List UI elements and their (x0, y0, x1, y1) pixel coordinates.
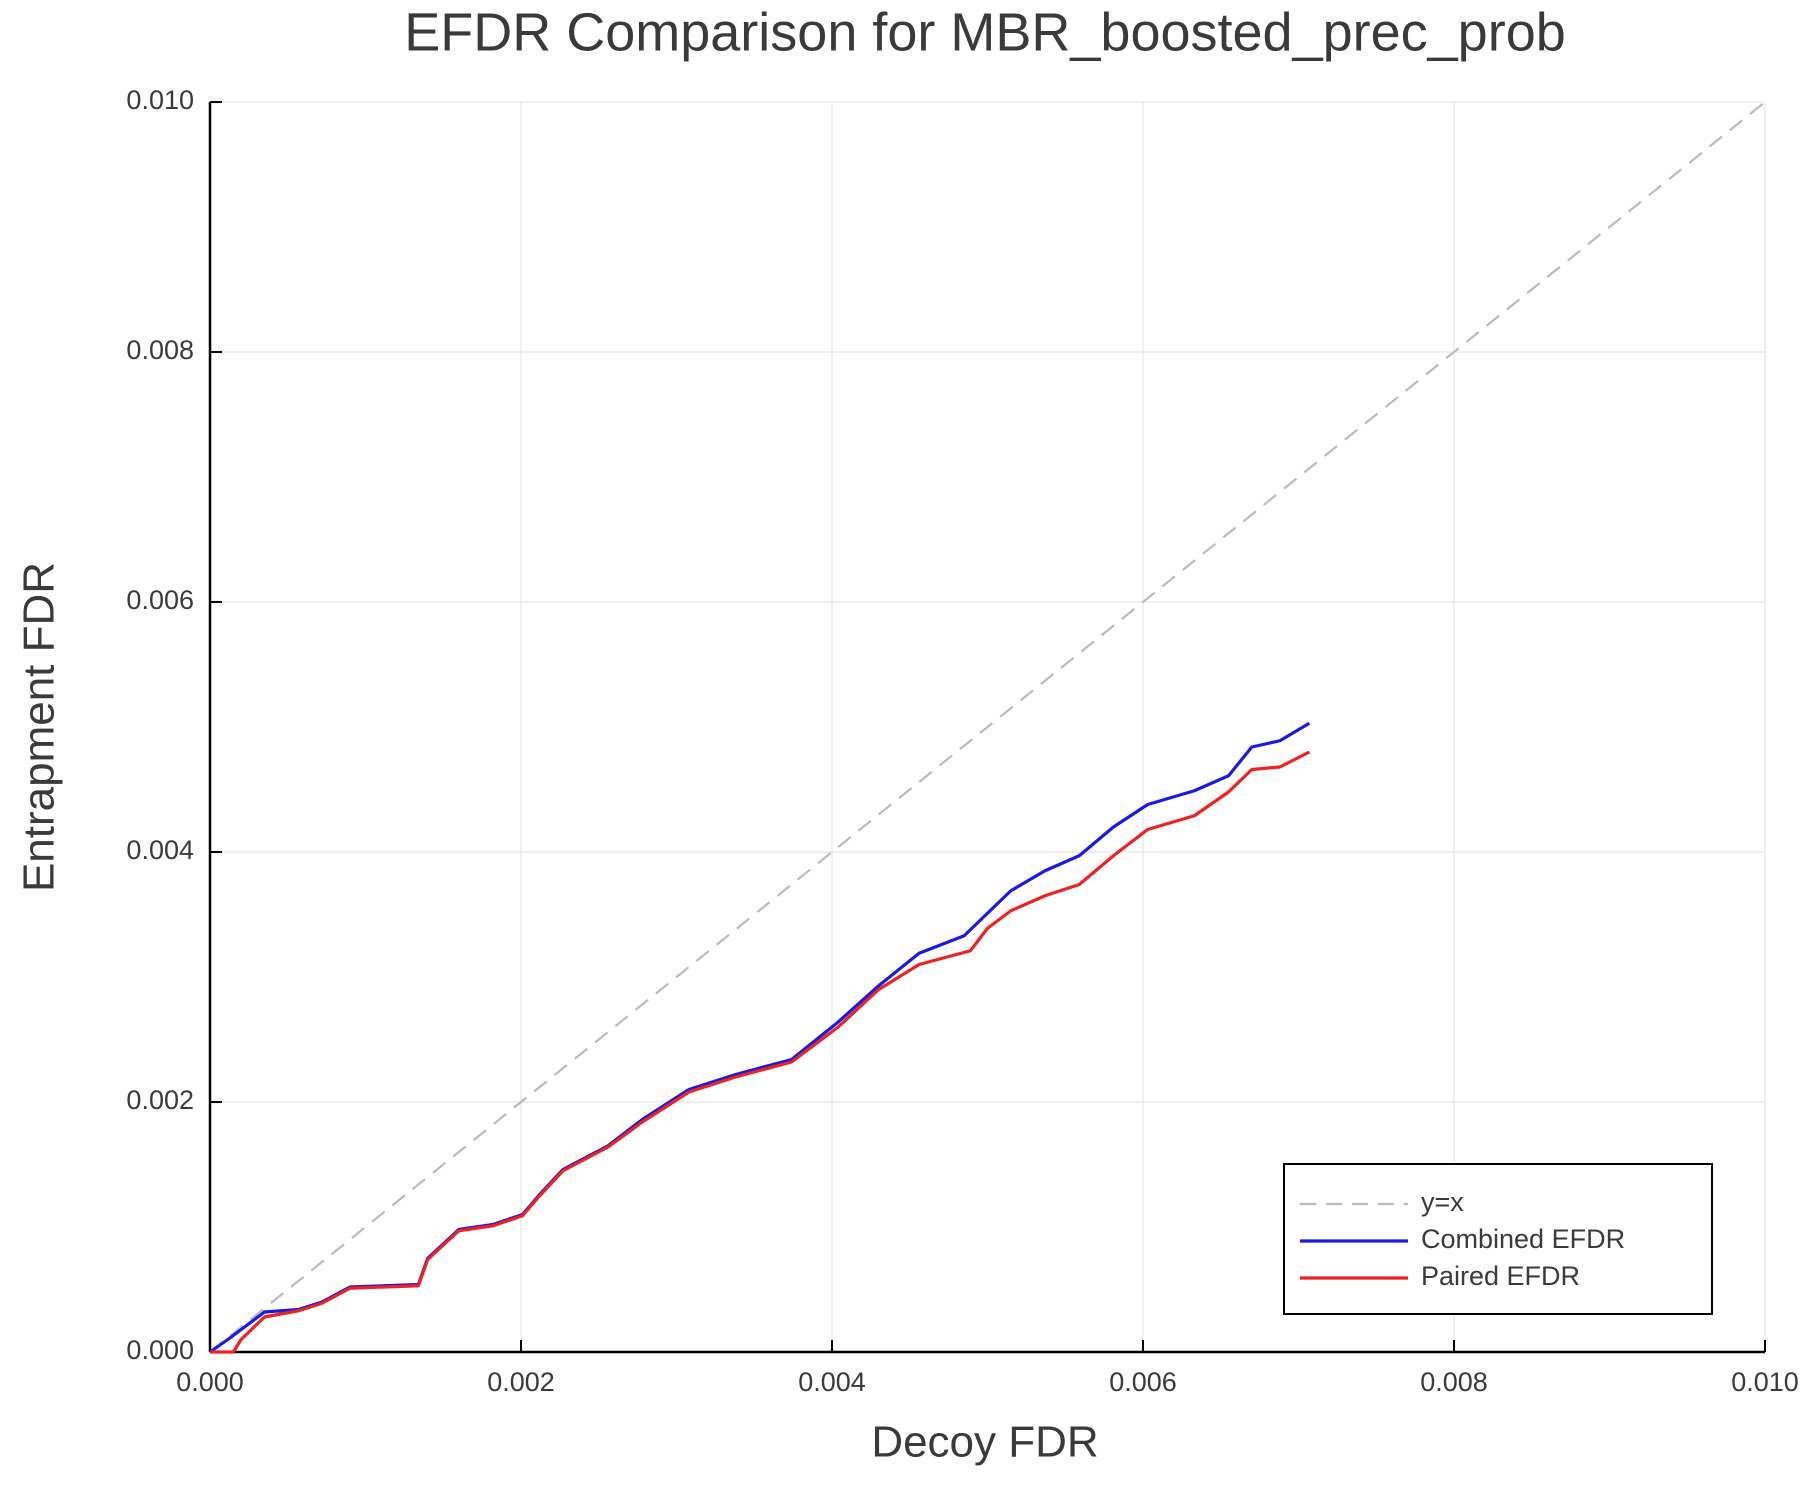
chart-title: EFDR Comparison for MBR_boosted_prec_pro… (404, 2, 1566, 62)
x-tick-label: 0.008 (1420, 1367, 1488, 1397)
y-tick-label: 0.004 (126, 835, 194, 865)
x-tick-label: 0.006 (1109, 1367, 1177, 1397)
data-line (209, 101, 1766, 1353)
y-axis-label: Entrapment FDR (15, 562, 64, 892)
legend-box (1283, 1163, 1713, 1315)
x-tick-label: 0.004 (798, 1367, 866, 1397)
y-tick-label: 0.002 (126, 1085, 194, 1115)
legend-label: y=x (1421, 1187, 1464, 1217)
data-line (210, 750, 1311, 1354)
legend-label: Combined EFDR (1421, 1224, 1625, 1254)
x-axis-label: Decoy FDR (871, 1418, 1098, 1467)
y-tick-label: 0.008 (126, 335, 194, 365)
y-tick-label: 0.010 (126, 85, 194, 115)
data-line (209, 721, 1311, 1354)
y-tick-label: 0.006 (126, 585, 194, 615)
y-tick-label: 0.000 (126, 1335, 194, 1365)
x-tick-label: 0.010 (1731, 1367, 1799, 1397)
x-tick-label: 0.002 (487, 1367, 555, 1397)
legend-label: Paired EFDR (1421, 1261, 1580, 1291)
x-tick-label: 0.000 (176, 1367, 244, 1397)
